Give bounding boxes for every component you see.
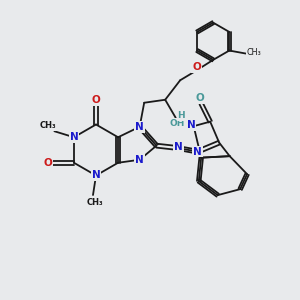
Text: N: N [174, 142, 183, 152]
Text: N: N [135, 122, 144, 132]
Text: N: N [135, 155, 144, 165]
Text: N: N [92, 170, 100, 181]
Text: N: N [70, 132, 78, 142]
Text: O: O [92, 95, 100, 105]
Text: CH₃: CH₃ [86, 198, 103, 207]
Text: O: O [195, 93, 204, 103]
Text: N: N [193, 147, 202, 157]
Text: O: O [43, 158, 52, 168]
Text: OH: OH [169, 118, 185, 128]
Text: N: N [187, 120, 196, 130]
Text: H: H [177, 112, 185, 121]
Text: CH₃: CH₃ [40, 122, 56, 130]
Text: CH₃: CH₃ [247, 48, 262, 58]
Text: O: O [192, 62, 201, 72]
